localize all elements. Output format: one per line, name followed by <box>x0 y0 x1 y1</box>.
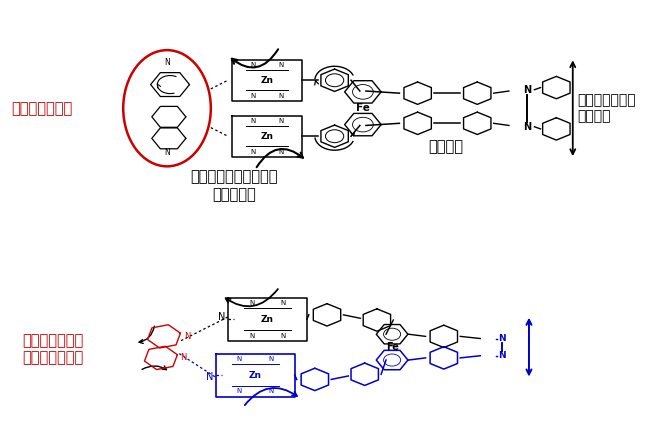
Text: N: N <box>268 388 273 395</box>
Text: ビイソキノリン: ビイソキノリン <box>12 101 73 116</box>
Text: N: N <box>164 148 170 157</box>
Text: Fe: Fe <box>386 342 399 352</box>
Text: 回転運動: 回転運動 <box>428 140 464 154</box>
Text: N: N <box>218 312 226 322</box>
Text: N: N <box>279 118 284 124</box>
Ellipse shape <box>123 50 211 167</box>
Text: Fe: Fe <box>356 103 370 113</box>
Text: N: N <box>281 300 286 306</box>
Text: Zn: Zn <box>249 371 262 380</box>
Text: N: N <box>498 351 506 360</box>
Text: N: N <box>523 85 531 95</box>
Text: N: N <box>268 356 273 362</box>
Text: N: N <box>249 333 254 338</box>
Text: N: N <box>251 149 256 155</box>
Text: N: N <box>237 356 242 362</box>
Text: N: N <box>184 332 190 341</box>
Text: Zn: Zn <box>261 315 274 324</box>
Text: N: N <box>251 93 256 99</box>
Text: N: N <box>164 58 170 67</box>
Text: N: N <box>206 372 213 382</box>
Text: Zn: Zn <box>261 132 274 141</box>
Text: N: N <box>279 62 284 68</box>
Text: N: N <box>249 300 254 306</box>
Text: ビイソキノリン
（ねじれ運動）: ビイソキノリン （ねじれ運動） <box>22 333 83 365</box>
Text: N: N <box>251 62 256 68</box>
Text: N: N <box>180 354 186 362</box>
Text: N: N <box>279 93 284 99</box>
Text: N: N <box>237 388 242 395</box>
Text: N: N <box>498 334 506 343</box>
Text: Zn: Zn <box>261 76 274 85</box>
Text: 亜邉ポルフィリン間の
距離の変化: 亜邉ポルフィリン間の 距離の変化 <box>190 170 278 202</box>
Text: N: N <box>523 122 531 132</box>
Text: N: N <box>279 149 284 155</box>
Text: N: N <box>251 118 256 124</box>
Text: N: N <box>281 333 286 338</box>
Text: 光異性化に伴う
伸縮運動: 光異性化に伴う 伸縮運動 <box>578 93 636 123</box>
